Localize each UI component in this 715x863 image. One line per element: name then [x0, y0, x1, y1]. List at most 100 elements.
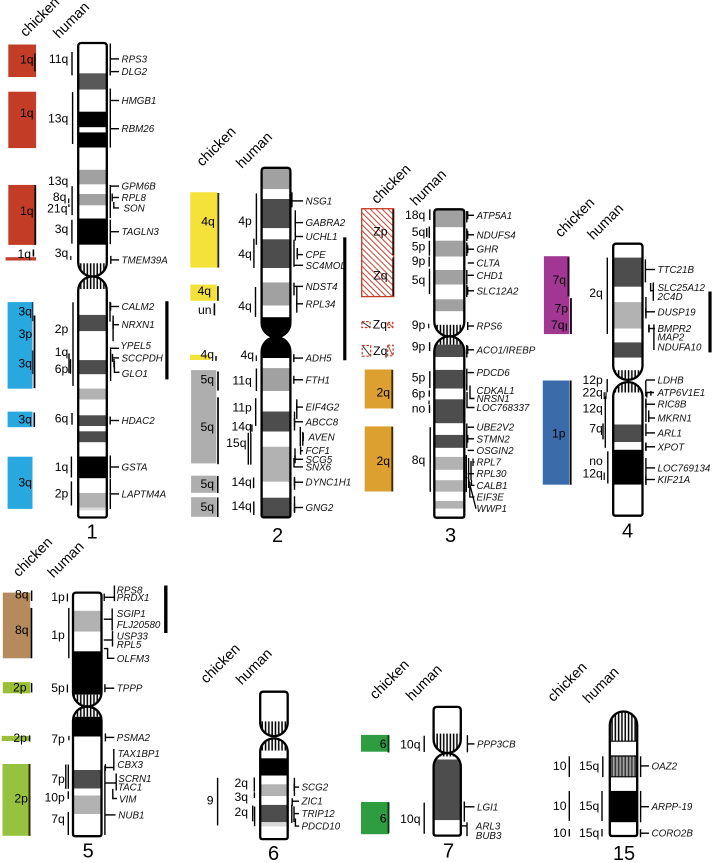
- svg-text:14q: 14q: [231, 475, 251, 489]
- svg-text:GSTA: GSTA: [122, 463, 148, 474]
- svg-text:2q: 2q: [234, 805, 248, 819]
- svg-text:7p: 7p: [51, 732, 65, 746]
- svg-text:6: 6: [268, 843, 279, 863]
- svg-text:1q: 1q: [55, 460, 69, 474]
- svg-text:SLC12A2: SLC12A2: [477, 286, 519, 297]
- svg-text:3q: 3q: [18, 357, 32, 371]
- svg-text:9p: 9p: [412, 318, 426, 332]
- svg-text:RPL30: RPL30: [477, 469, 508, 480]
- svg-text:SNX6: SNX6: [306, 463, 332, 474]
- svg-text:15q: 15q: [579, 799, 599, 813]
- svg-text:15q: 15q: [226, 436, 246, 450]
- svg-text:SGIP1: SGIP1: [117, 609, 146, 620]
- svg-text:AVEN: AVEN: [308, 433, 336, 444]
- svg-text:6: 6: [380, 737, 387, 751]
- svg-text:7: 7: [443, 841, 454, 863]
- svg-text:NDUFS4: NDUFS4: [477, 230, 517, 241]
- svg-text:RIC8B: RIC8B: [658, 400, 687, 411]
- svg-text:4q: 4q: [200, 348, 214, 362]
- svg-text:10: 10: [553, 799, 567, 813]
- svg-text:ARL1: ARL1: [657, 428, 683, 439]
- svg-text:6q: 6q: [55, 412, 69, 426]
- svg-text:RPL7: RPL7: [477, 458, 502, 469]
- svg-text:7p: 7p: [554, 301, 568, 315]
- svg-text:2C4D: 2C4D: [657, 292, 683, 303]
- svg-text:DUSP19: DUSP19: [658, 307, 697, 318]
- svg-text:5q: 5q: [200, 372, 214, 386]
- svg-text:NDST4: NDST4: [306, 282, 339, 293]
- svg-text:DYNC1H1: DYNC1H1: [306, 478, 352, 489]
- svg-text:5q: 5q: [200, 500, 214, 514]
- svg-text:2q: 2q: [589, 286, 603, 300]
- svg-text:un: un: [198, 303, 212, 317]
- svg-text:3: 3: [445, 525, 456, 547]
- svg-text:13q: 13q: [48, 174, 68, 188]
- svg-text:RPS8: RPS8: [117, 585, 143, 596]
- svg-text:GABRA2: GABRA2: [306, 218, 346, 229]
- svg-text:NRSN1: NRSN1: [477, 394, 510, 405]
- svg-text:7q: 7q: [51, 812, 65, 826]
- svg-text:PPP3CB: PPP3CB: [477, 739, 516, 750]
- svg-text:12p: 12p: [582, 373, 603, 387]
- svg-text:TAC1: TAC1: [118, 783, 142, 794]
- svg-text:1p: 1p: [552, 426, 566, 440]
- svg-text:4q: 4q: [238, 299, 252, 313]
- svg-text:LOC769134: LOC769134: [658, 463, 711, 474]
- svg-text:1q: 1q: [20, 53, 34, 67]
- svg-text:22q: 22q: [582, 386, 602, 400]
- svg-text:6p: 6p: [55, 362, 69, 376]
- svg-text:PSMA2: PSMA2: [117, 733, 151, 744]
- svg-text:BUB3: BUB3: [476, 831, 502, 842]
- svg-text:TAGLN3: TAGLN3: [122, 227, 160, 238]
- svg-text:7p: 7p: [51, 772, 65, 786]
- svg-text:5q: 5q: [200, 420, 214, 434]
- svg-text:ZIC1: ZIC1: [301, 797, 323, 808]
- svg-text:12q: 12q: [582, 466, 602, 480]
- svg-text:7q: 7q: [551, 318, 565, 332]
- svg-text:EIF4G2: EIF4G2: [306, 403, 340, 414]
- svg-text:TTC21B: TTC21B: [658, 265, 695, 276]
- svg-text:ARL3: ARL3: [475, 821, 501, 832]
- svg-text:SON: SON: [124, 203, 146, 214]
- svg-text:KIF21A: KIF21A: [658, 475, 691, 486]
- svg-text:MKRN1: MKRN1: [658, 414, 692, 425]
- svg-text:4q: 4q: [197, 284, 211, 298]
- svg-text:SC4MOL: SC4MOL: [306, 261, 346, 272]
- svg-text:LAPTM4A: LAPTM4A: [122, 489, 167, 500]
- svg-text:no: no: [589, 454, 603, 468]
- svg-text:5p: 5p: [412, 370, 426, 384]
- svg-text:15q: 15q: [579, 826, 599, 840]
- svg-text:UCHL1: UCHL1: [306, 232, 338, 243]
- svg-text:18q: 18q: [405, 208, 425, 222]
- svg-text:UBE2V2: UBE2V2: [477, 423, 515, 434]
- svg-text:STMN2: STMN2: [477, 434, 511, 445]
- svg-text:BMPR2: BMPR2: [658, 324, 692, 335]
- svg-text:5p: 5p: [51, 681, 65, 695]
- svg-text:6p: 6p: [412, 387, 426, 401]
- svg-text:Zq: Zq: [373, 269, 387, 283]
- svg-text:11q: 11q: [232, 373, 251, 387]
- svg-text:8q: 8q: [15, 623, 29, 637]
- svg-text:4q: 4q: [201, 214, 215, 228]
- svg-text:NDUFA10: NDUFA10: [658, 343, 702, 354]
- svg-text:13q: 13q: [48, 111, 68, 125]
- svg-text:FTH1: FTH1: [306, 375, 331, 386]
- svg-text:15q: 15q: [579, 759, 599, 773]
- svg-text:4q: 4q: [238, 247, 252, 261]
- svg-text:10: 10: [553, 826, 567, 840]
- svg-text:HMGB1: HMGB1: [122, 96, 157, 107]
- svg-text:NSG1: NSG1: [306, 196, 333, 207]
- svg-text:TPPP: TPPP: [117, 684, 143, 695]
- svg-text:XPOT: XPOT: [657, 442, 686, 453]
- svg-text:ARPP-19: ARPP-19: [651, 802, 693, 813]
- svg-text:9: 9: [207, 793, 214, 807]
- svg-text:3q: 3q: [55, 222, 69, 236]
- svg-text:8q: 8q: [412, 453, 426, 467]
- svg-text:MAP2: MAP2: [658, 332, 685, 343]
- svg-text:10p: 10p: [44, 791, 65, 805]
- svg-text:ATP6V1E1: ATP6V1E1: [657, 388, 706, 399]
- svg-text:21q: 21q: [47, 202, 67, 216]
- svg-text:CLTA: CLTA: [477, 259, 501, 270]
- svg-text:TMEM39A: TMEM39A: [122, 255, 169, 266]
- svg-text:5q: 5q: [412, 225, 426, 239]
